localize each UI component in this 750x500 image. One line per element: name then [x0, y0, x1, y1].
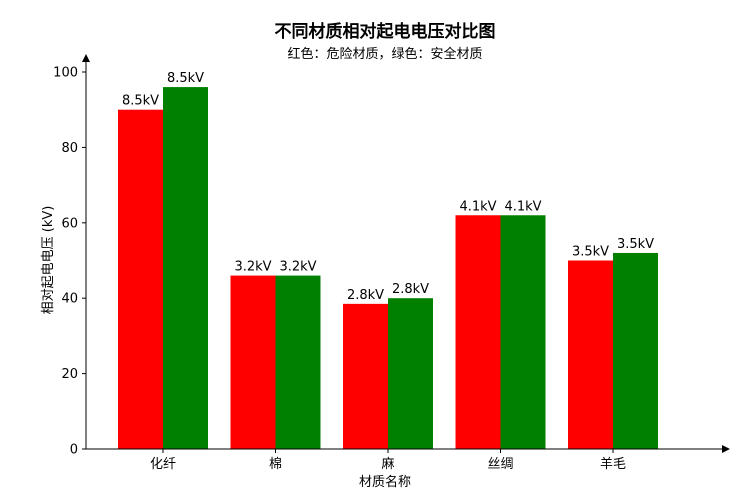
bar-3-series-0: [455, 215, 501, 449]
bar-4-series-1: [613, 252, 658, 449]
data-label-0-series-1: 8.5kV: [167, 71, 204, 86]
bar-0-series-1: [163, 87, 208, 449]
data-label-2-series-0: 2.8kV: [347, 288, 384, 303]
bar-2-series-0: [343, 303, 388, 449]
bar-2-series-1: [388, 298, 433, 449]
data-label-4-series-1: 3.5kV: [617, 237, 654, 252]
y-tick-label: 40: [61, 292, 78, 307]
x-tick-label: 化纤: [150, 457, 176, 472]
y-tick-label: 60: [61, 216, 78, 231]
data-label-2-series-1: 2.8kV: [392, 282, 429, 297]
data-label-4-series-0: 3.5kV: [572, 245, 609, 260]
axes: [82, 54, 730, 453]
y-axis-label: 相对起电电压 (kV): [41, 206, 56, 315]
x-ticks-group: 化纤 棉 麻 丝绸 羊毛: [150, 449, 626, 472]
y-tick-label: 20: [61, 367, 78, 382]
x-tick-label: 丝绸: [487, 457, 513, 472]
bar-3-series-1: [500, 215, 546, 449]
chart-subtitle: 红色：危险材质，绿色：安全材质: [287, 46, 482, 62]
y-tick-label: 0: [70, 443, 78, 458]
bar-4-series-0: [568, 260, 613, 449]
y-ticks-group: 0 20 40 60 80 100: [53, 66, 86, 458]
data-label-0-series-0: 8.5kV: [122, 94, 159, 109]
data-label-1-series-0: 3.2kV: [234, 260, 271, 275]
y-tick-label: 80: [61, 141, 78, 156]
y-axis-arrow: [82, 54, 90, 62]
bar-labels-group: 8.5kV 8.5kV 3.2kV 3.2kV 2.8kV 2.8kV 4.1kV 4.1kV…: [122, 71, 654, 303]
bars-group: [118, 87, 658, 449]
chart-title: 不同材质相对起电电压对比图: [275, 21, 496, 42]
x-tick-label: 棉: [269, 457, 282, 472]
data-label-3-series-1: 4.1kV: [504, 199, 541, 214]
data-label-1-series-1: 3.2kV: [279, 260, 316, 275]
x-axis-arrow: [722, 445, 730, 453]
x-tick-label: 麻: [381, 457, 394, 472]
y-tick-label: 100: [53, 66, 78, 81]
bar-0-series-0: [118, 109, 163, 449]
data-label-3-series-0: 4.1kV: [459, 199, 496, 214]
bar-1-series-0: [230, 275, 276, 449]
x-tick-label: 羊毛: [600, 456, 626, 472]
bar-1-series-1: [275, 275, 321, 449]
x-axis-label: 材质名称: [359, 474, 411, 490]
